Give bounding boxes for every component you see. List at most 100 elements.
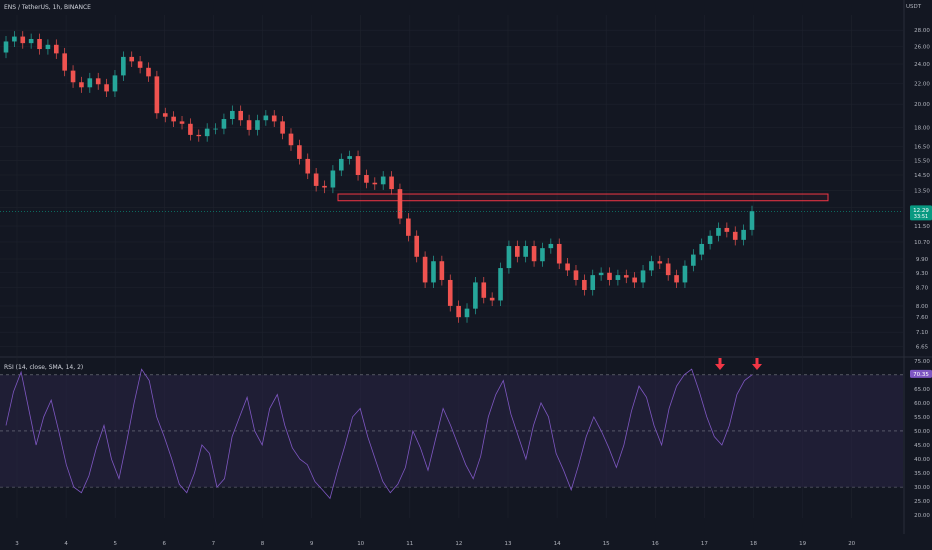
candle-body — [674, 275, 679, 283]
candle-body — [37, 39, 42, 50]
candle-body — [732, 231, 738, 240]
rsi-tick-label: 40.00 — [914, 457, 930, 463]
price-tick-label: 18.00 — [914, 125, 930, 131]
candle-body — [481, 282, 487, 298]
candle-body — [280, 121, 285, 134]
candle-body — [255, 120, 260, 130]
candle-body — [288, 133, 294, 146]
candle-body — [582, 279, 587, 290]
candle-body — [380, 176, 386, 185]
price-tick-label: 9.30 — [916, 271, 929, 277]
time-tick-label: 11 — [406, 541, 413, 547]
candle-body — [355, 156, 361, 176]
candle-body — [271, 115, 277, 122]
time-tick-label: 20 — [848, 541, 855, 547]
candle-body — [3, 41, 9, 53]
candle-body — [137, 61, 143, 68]
candle-body — [615, 275, 621, 280]
candle-body — [406, 218, 411, 236]
time-tick-label: 16 — [652, 541, 659, 547]
rsi-tick-label: 65.00 — [914, 387, 930, 393]
price-tick-label: 9.90 — [916, 257, 929, 263]
price-tick-label: 15.50 — [914, 158, 930, 164]
candle-body — [263, 115, 269, 121]
candle-body — [422, 256, 428, 283]
candle-body — [498, 268, 503, 301]
time-tick-label: 8 — [261, 541, 265, 547]
candle-body — [447, 279, 453, 306]
candle-body — [707, 235, 713, 244]
candle-body — [657, 261, 663, 264]
price-tick-label: 24.00 — [914, 62, 930, 68]
candle-body — [146, 67, 151, 77]
candle-body — [682, 265, 688, 283]
price-tick-label: 14.50 — [914, 173, 930, 179]
resistance-zone[interactable] — [337, 193, 829, 202]
rsi-tick-label: 20.00 — [914, 513, 930, 519]
price-tick-label: 22.00 — [914, 81, 930, 87]
time-tick-label: 9 — [310, 541, 314, 547]
candle-body — [548, 243, 554, 249]
currency-label: USDT — [906, 4, 922, 10]
candle-body — [699, 243, 705, 255]
candle-body — [640, 270, 646, 283]
rsi-tick-label: 25.00 — [914, 499, 930, 505]
down-arrow-icon — [715, 358, 725, 370]
time-tick-label: 19 — [799, 541, 806, 547]
candle-body — [62, 53, 67, 71]
rsi-tick-label: 35.00 — [914, 471, 930, 477]
price-tick-label: 10.70 — [914, 240, 930, 246]
candle-body — [364, 175, 369, 183]
candle-body — [129, 56, 135, 62]
price-tick-label: 13.50 — [914, 189, 930, 195]
rsi-current-value: 70.35 — [913, 372, 929, 378]
candle-body — [87, 78, 93, 88]
candle-body — [514, 246, 520, 257]
candle-body — [28, 39, 34, 44]
candle-body — [531, 246, 537, 262]
rsi-axis[interactable]: 75.0070.0065.0060.0055.0050.0045.0040.00… — [910, 359, 932, 519]
time-tick-label: 17 — [701, 541, 708, 547]
candle-body — [347, 156, 352, 159]
time-tick-label: 10 — [357, 541, 364, 547]
time-tick-label: 7 — [212, 541, 216, 547]
price-tick-label: 7.60 — [916, 315, 929, 321]
candle-body — [691, 254, 696, 266]
current-price-value: 12.29 — [913, 208, 929, 214]
candle-body — [489, 297, 495, 301]
time-tick-label: 3 — [15, 541, 19, 547]
candle-body — [414, 235, 420, 257]
rsi-label: RSI (14, close, SMA, 14, 2) — [4, 364, 83, 371]
candle-body — [53, 44, 59, 54]
candle-body — [12, 36, 17, 42]
candle-body — [397, 189, 403, 219]
candle-body — [171, 116, 176, 122]
candle-body — [238, 110, 244, 121]
candle-body — [246, 120, 252, 130]
current-price-badge — [910, 205, 932, 221]
candle-body — [565, 263, 570, 271]
candle-body — [45, 44, 51, 50]
candle-body — [632, 277, 637, 283]
rsi-value-badge — [910, 369, 932, 378]
candle-body — [104, 84, 109, 92]
rsi-tick-label: 75.00 — [914, 359, 930, 365]
candle-body — [330, 170, 336, 188]
candle-body — [154, 76, 160, 114]
candle-body — [221, 119, 227, 129]
time-axis[interactable]: 3 4 5 6 7 8 9 10 11 12 13 14 15 16 17 18 19 20 — [15, 541, 855, 547]
candle-body — [305, 158, 311, 174]
candle-body — [623, 275, 629, 278]
candle-body — [389, 176, 394, 190]
price-tick-label: 11.50 — [914, 224, 930, 230]
resistance-zone-box — [337, 193, 829, 202]
price-tick-label: 16.50 — [914, 145, 930, 151]
price-axis[interactable]: 28.00 26.00 24.00 22.00 20.00 18.00 16.50 15.50… — [910, 28, 932, 351]
down-arrow-icon — [752, 358, 762, 370]
time-tick-label: 15 — [603, 541, 610, 547]
candle-body — [456, 305, 461, 318]
candle-body — [297, 145, 302, 159]
price-tick-label: 8.70 — [916, 285, 929, 291]
candle-body — [724, 227, 730, 232]
